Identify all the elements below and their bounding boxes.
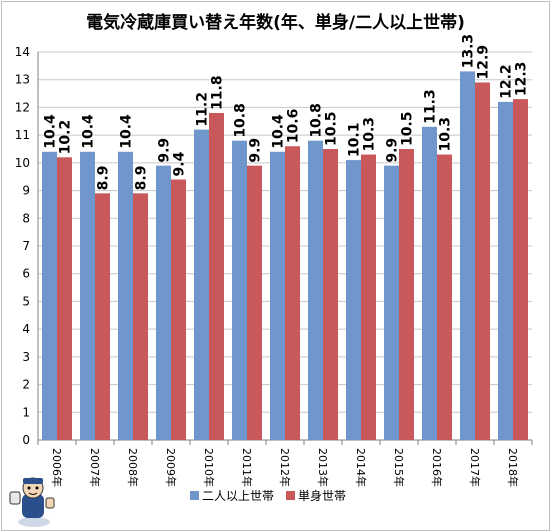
x-category-label: 2013年 bbox=[316, 448, 330, 487]
y-tick-label: 11 bbox=[15, 128, 30, 142]
data-label: 9.4 bbox=[172, 151, 188, 176]
bar bbox=[42, 151, 57, 440]
bar bbox=[247, 165, 262, 440]
data-label: 12.3 bbox=[514, 62, 530, 97]
data-label: 10.3 bbox=[362, 117, 378, 152]
legend-swatch bbox=[190, 491, 199, 500]
data-label: 12.9 bbox=[476, 45, 492, 80]
data-label: 8.9 bbox=[96, 166, 112, 191]
x-category-label: 2017年 bbox=[468, 448, 482, 487]
y-tick-label: 8 bbox=[22, 211, 30, 225]
x-category-label: 2010年 bbox=[202, 448, 216, 487]
data-label: 10.2 bbox=[58, 120, 74, 155]
x-category-label: 2016年 bbox=[430, 448, 444, 487]
bar bbox=[156, 165, 171, 440]
y-tick-label: 14 bbox=[15, 45, 30, 59]
bar bbox=[232, 140, 247, 440]
chart-title: 電気冷蔵庫買い替え年数(年、単身/二人以上世帯) bbox=[86, 13, 465, 33]
data-label: 10.1 bbox=[347, 123, 363, 158]
bar bbox=[209, 112, 224, 440]
data-label: 11.8 bbox=[210, 75, 226, 110]
bar bbox=[475, 82, 490, 440]
data-label: 10.4 bbox=[43, 114, 59, 149]
bar bbox=[171, 179, 186, 440]
bar bbox=[422, 126, 437, 440]
legend-label: 二人以上世帯 bbox=[202, 489, 274, 503]
data-label: 10.4 bbox=[271, 114, 287, 149]
bar bbox=[361, 154, 376, 441]
legend-label: 単身世帯 bbox=[298, 488, 346, 503]
data-label: 10.5 bbox=[324, 111, 340, 146]
y-tick-label: 9 bbox=[22, 184, 30, 198]
data-label: 11.3 bbox=[423, 89, 439, 124]
bar bbox=[194, 129, 209, 440]
bar bbox=[498, 101, 513, 440]
x-category-label: 2011年 bbox=[240, 448, 254, 487]
data-label: 10.6 bbox=[286, 109, 302, 144]
data-label: 10.4 bbox=[119, 114, 135, 149]
mascot-icon bbox=[9, 477, 55, 527]
data-label: 10.4 bbox=[81, 114, 97, 149]
y-tick-label: 1 bbox=[22, 405, 30, 419]
bar bbox=[323, 149, 338, 440]
bar bbox=[133, 193, 148, 440]
data-label: 10.8 bbox=[233, 103, 249, 138]
bar bbox=[80, 151, 95, 440]
legend-swatch bbox=[286, 491, 295, 500]
data-label: 9.9 bbox=[157, 138, 173, 163]
y-tick-label: 3 bbox=[22, 350, 30, 364]
data-label: 8.9 bbox=[134, 166, 150, 191]
data-label: 11.2 bbox=[195, 92, 211, 127]
y-tick-label: 13 bbox=[15, 73, 30, 87]
data-label: 10.5 bbox=[400, 111, 416, 146]
bar bbox=[399, 149, 414, 440]
y-tick-label: 2 bbox=[22, 378, 30, 392]
x-category-label: 2014年 bbox=[354, 448, 368, 487]
y-tick-label: 7 bbox=[22, 239, 30, 253]
data-label: 9.9 bbox=[385, 138, 401, 163]
bar bbox=[118, 151, 133, 440]
y-tick-label: 4 bbox=[22, 322, 30, 336]
bar bbox=[95, 193, 110, 440]
x-category-label: 2008年 bbox=[126, 448, 140, 487]
data-label: 13.3 bbox=[461, 34, 477, 69]
data-label: 9.9 bbox=[248, 138, 264, 163]
x-category-label: 2009年 bbox=[164, 448, 178, 487]
bar bbox=[57, 157, 72, 441]
bar bbox=[285, 146, 300, 440]
y-tick-label: 5 bbox=[22, 294, 30, 308]
bar bbox=[384, 165, 399, 440]
data-label: 10.3 bbox=[438, 117, 454, 152]
x-category-label: 2006年 bbox=[50, 448, 64, 487]
bar bbox=[513, 99, 528, 440]
x-category-label: 2012年 bbox=[278, 448, 292, 487]
y-tick-label: 6 bbox=[22, 267, 30, 281]
y-tick-label: 12 bbox=[15, 100, 30, 114]
data-label: 12.2 bbox=[499, 64, 515, 99]
y-tick-label: 0 bbox=[22, 433, 30, 447]
y-tick-label: 10 bbox=[15, 156, 30, 170]
x-category-label: 2015年 bbox=[392, 448, 406, 487]
bar bbox=[460, 71, 475, 441]
data-label: 10.8 bbox=[309, 103, 325, 138]
bar bbox=[346, 160, 361, 441]
bar bbox=[437, 154, 452, 441]
x-category-label: 2018年 bbox=[506, 448, 520, 487]
bar bbox=[308, 140, 323, 440]
x-category-label: 2007年 bbox=[88, 448, 102, 487]
bar bbox=[270, 151, 285, 440]
